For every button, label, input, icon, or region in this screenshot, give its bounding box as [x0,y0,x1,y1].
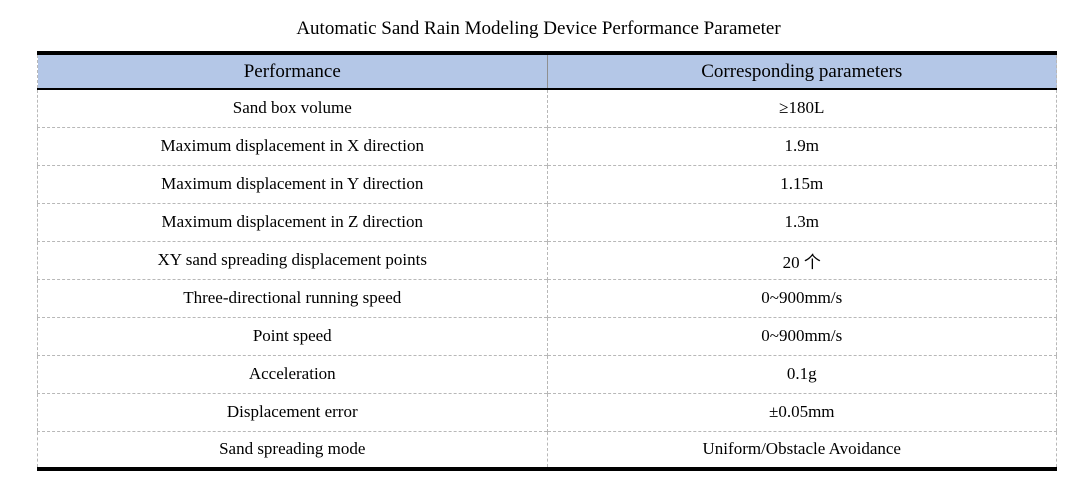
parameter-cell: 0.1g [546,354,1057,393]
performance-cell: Point speed [37,316,547,355]
performance-cell: Maximum displacement in X direction [37,126,547,165]
table-row: XY sand spreading displacement points 20… [37,240,1057,279]
parameter-cell: ±0.05mm [546,392,1057,431]
performance-cell: Maximum displacement in Y direction [37,164,547,203]
performance-cell: XY sand spreading displacement points [37,240,547,279]
parameter-cell: 1.9m [546,126,1057,165]
table-row: Sand spreading mode Uniform/Obstacle Avo… [37,430,1057,469]
table-row: Point speed 0~900mm/s [37,316,1057,355]
parameter-cell: 0~900mm/s [546,316,1057,355]
performance-cell: Sand spreading mode [37,430,547,469]
table-row: Acceleration 0.1g [37,354,1057,393]
parameter-cell: 1.3m [546,202,1057,241]
column-header-performance: Performance [37,53,547,90]
performance-cell: Three-directional running speed [37,278,547,317]
performance-parameter-table: Performance Corresponding parameters San… [37,51,1057,471]
column-header-parameters: Corresponding parameters [546,53,1057,90]
parameter-cell: ≥180L [546,89,1057,127]
performance-cell: Maximum displacement in Z direction [37,202,547,241]
table-row: Three-directional running speed 0~900mm/… [37,278,1057,317]
performance-cell: Displacement error [37,392,547,431]
table-row: Maximum displacement in Z direction 1.3m [37,202,1057,241]
parameter-cell: 1.15m [546,164,1057,203]
performance-cell: Acceleration [37,354,547,393]
parameter-cell: Uniform/Obstacle Avoidance [546,430,1057,469]
table-header-row: Performance Corresponding parameters [37,53,1057,90]
parameter-cell: 0~900mm/s [546,278,1057,317]
performance-cell: Sand box volume [232,98,352,118]
page-title: Automatic Sand Rain Modeling Device Perf… [296,18,781,39]
table-row: Displacement error ±0.05mm [37,392,1057,431]
parameter-cell: 20 个 [546,240,1057,279]
table-row: Maximum displacement in Y direction 1.15… [37,164,1057,203]
table-row: Maximum displacement in X direction 1.9m [37,126,1057,165]
table-row: Sand box volume ≥180L [38,89,1057,127]
